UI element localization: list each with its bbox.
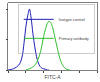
svg-text:Primary antibody: Primary antibody (59, 36, 89, 41)
svg-text:Isotype control: Isotype control (59, 17, 85, 22)
svg-text:FITC-A: FITC-A (44, 74, 61, 80)
